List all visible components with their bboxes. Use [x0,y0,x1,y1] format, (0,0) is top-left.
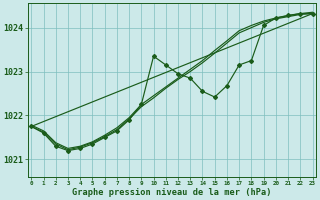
X-axis label: Graphe pression niveau de la mer (hPa): Graphe pression niveau de la mer (hPa) [72,188,272,197]
